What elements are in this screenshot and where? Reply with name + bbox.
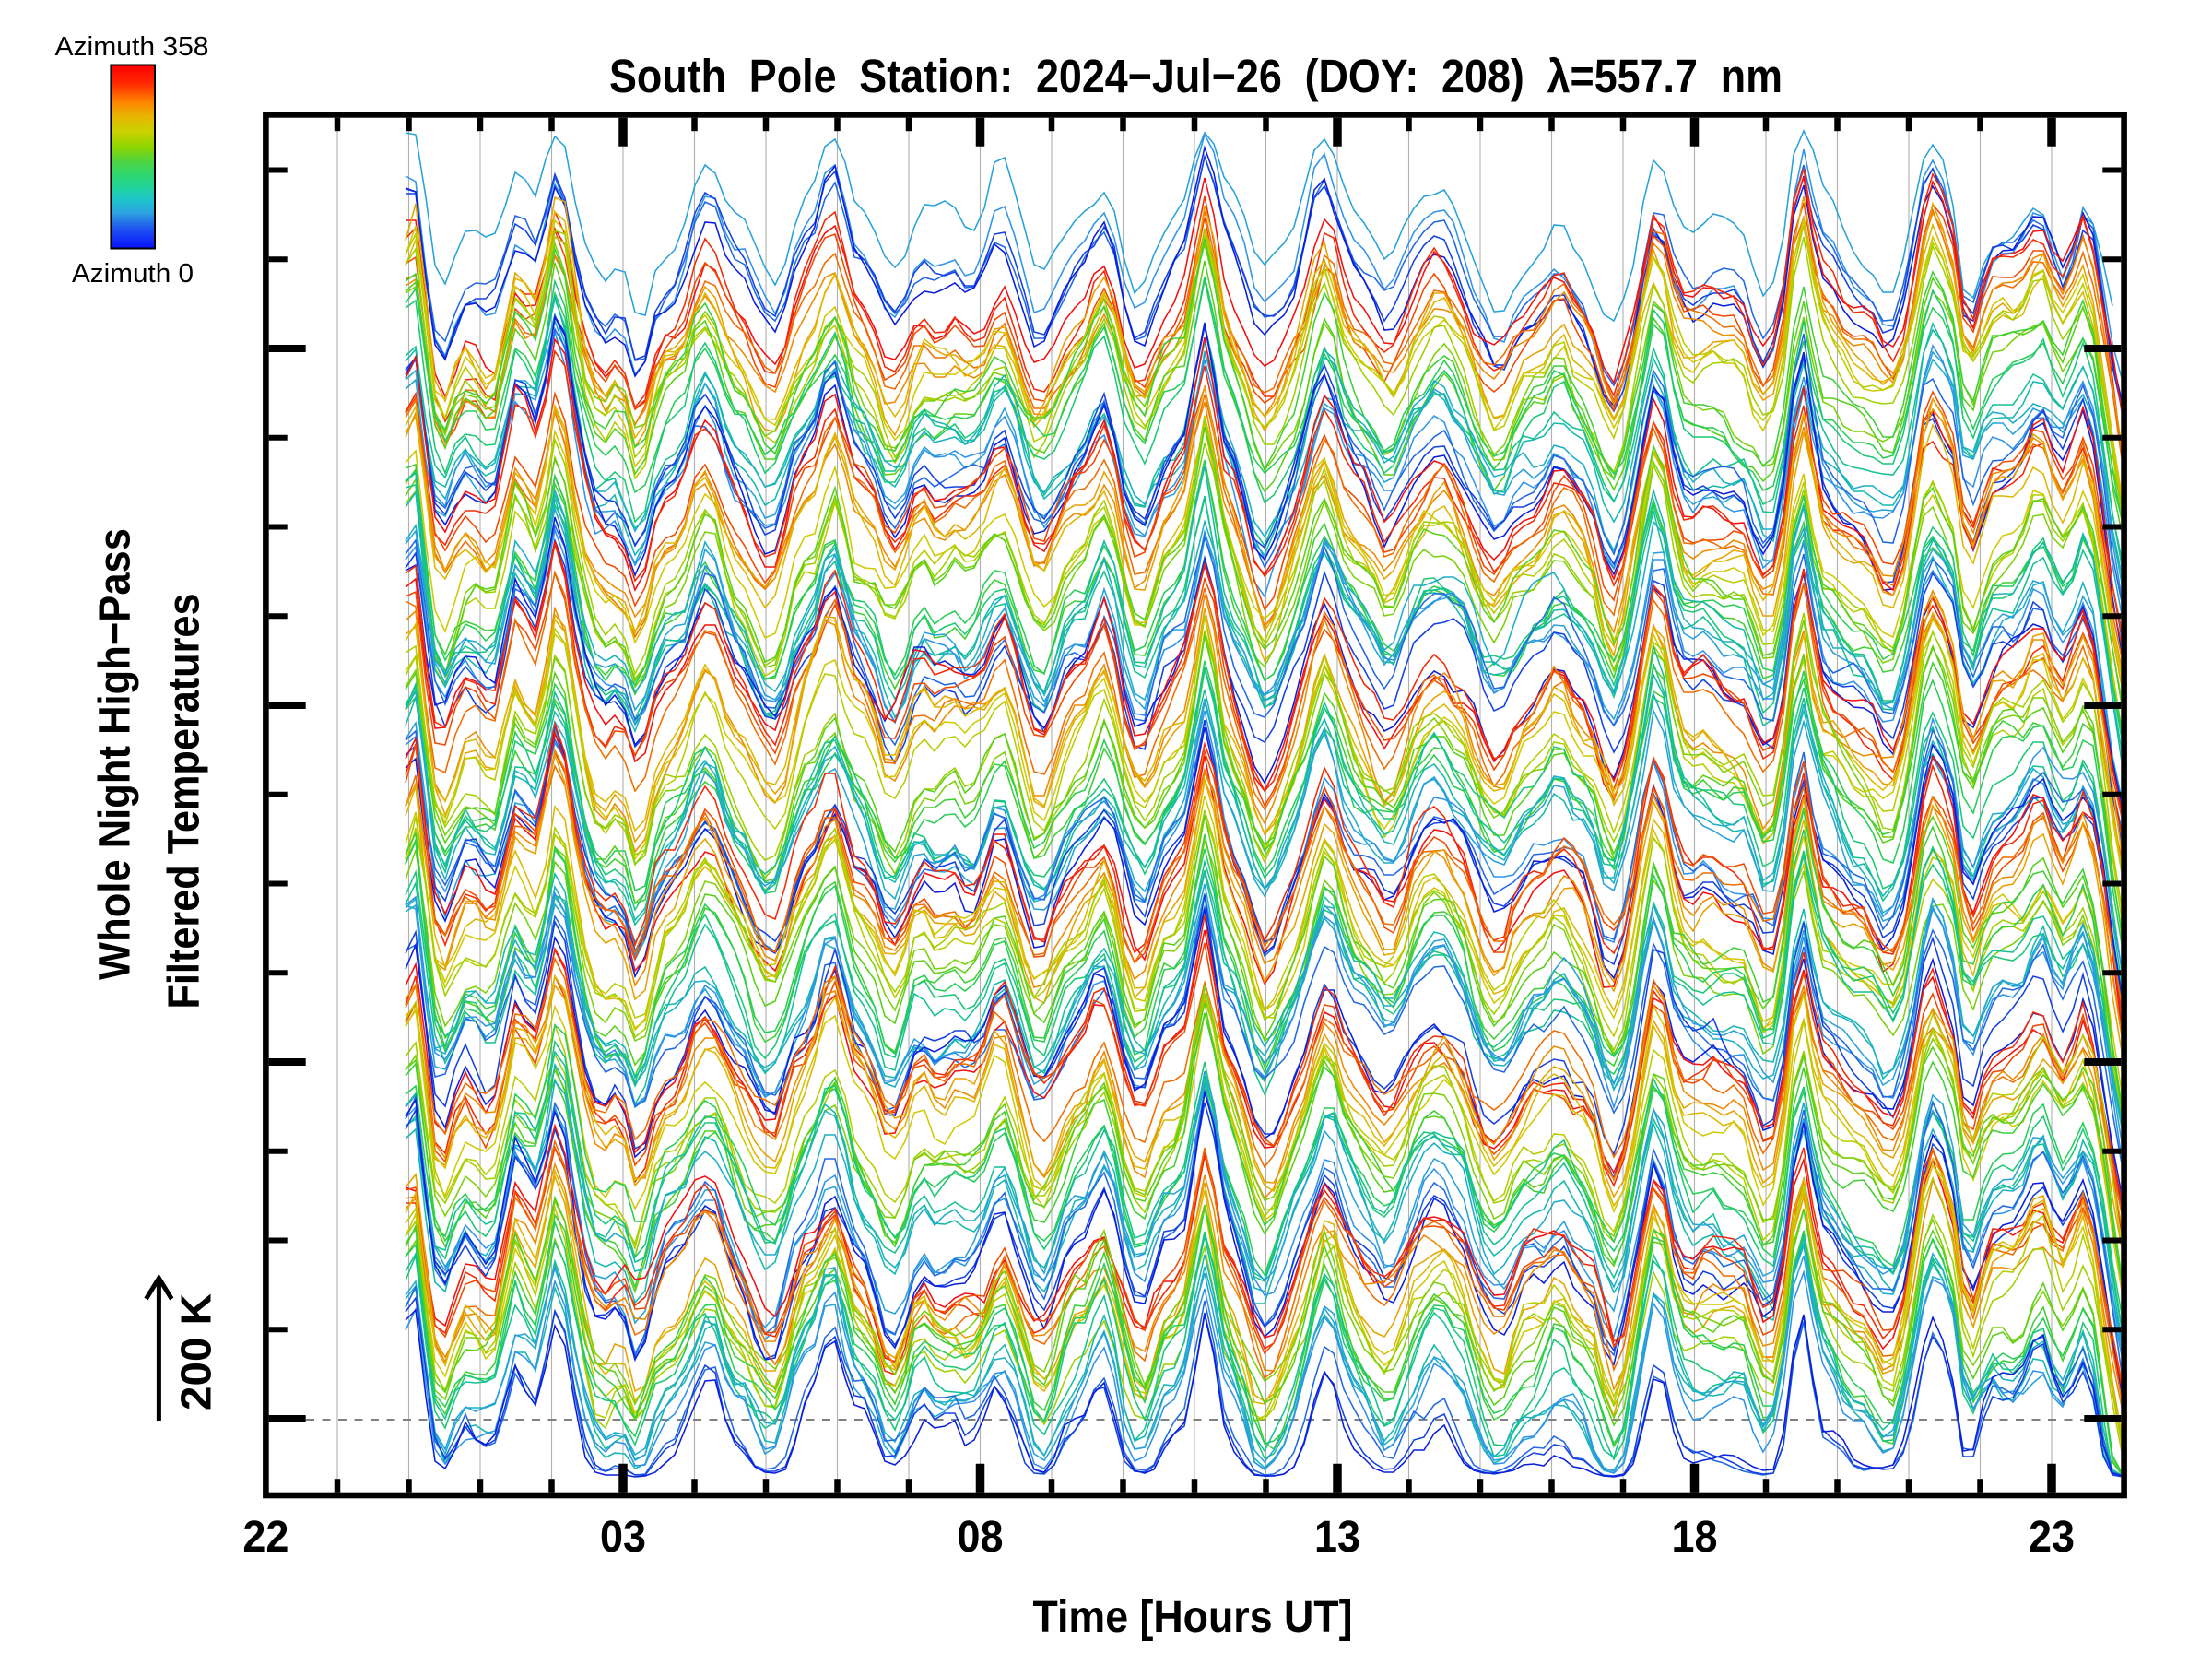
svg-text:18: 18	[1672, 1513, 1718, 1562]
svg-text:13: 13	[1314, 1513, 1360, 1562]
svg-text:South Pole Station: 2024−Jul−2: South Pole Station: 2024−Jul−26 (DOY: 20…	[609, 50, 1783, 102]
svg-text:Filtered Temperatures: Filtered Temperatures	[160, 594, 209, 1009]
svg-text:03: 03	[600, 1513, 646, 1562]
svg-text:22: 22	[242, 1513, 288, 1562]
svg-text:200 K: 200 K	[172, 1293, 220, 1410]
svg-text:Azimuth 0: Azimuth 0	[72, 259, 194, 289]
svg-text:Whole Night High−Pass: Whole Night High−Pass	[91, 528, 140, 980]
svg-text:23: 23	[2029, 1513, 2075, 1562]
svg-text:08: 08	[958, 1513, 1004, 1562]
svg-text:Time [Hours UT]: Time [Hours UT]	[1033, 1593, 1353, 1642]
svg-text:Azimuth 358: Azimuth 358	[55, 32, 209, 62]
